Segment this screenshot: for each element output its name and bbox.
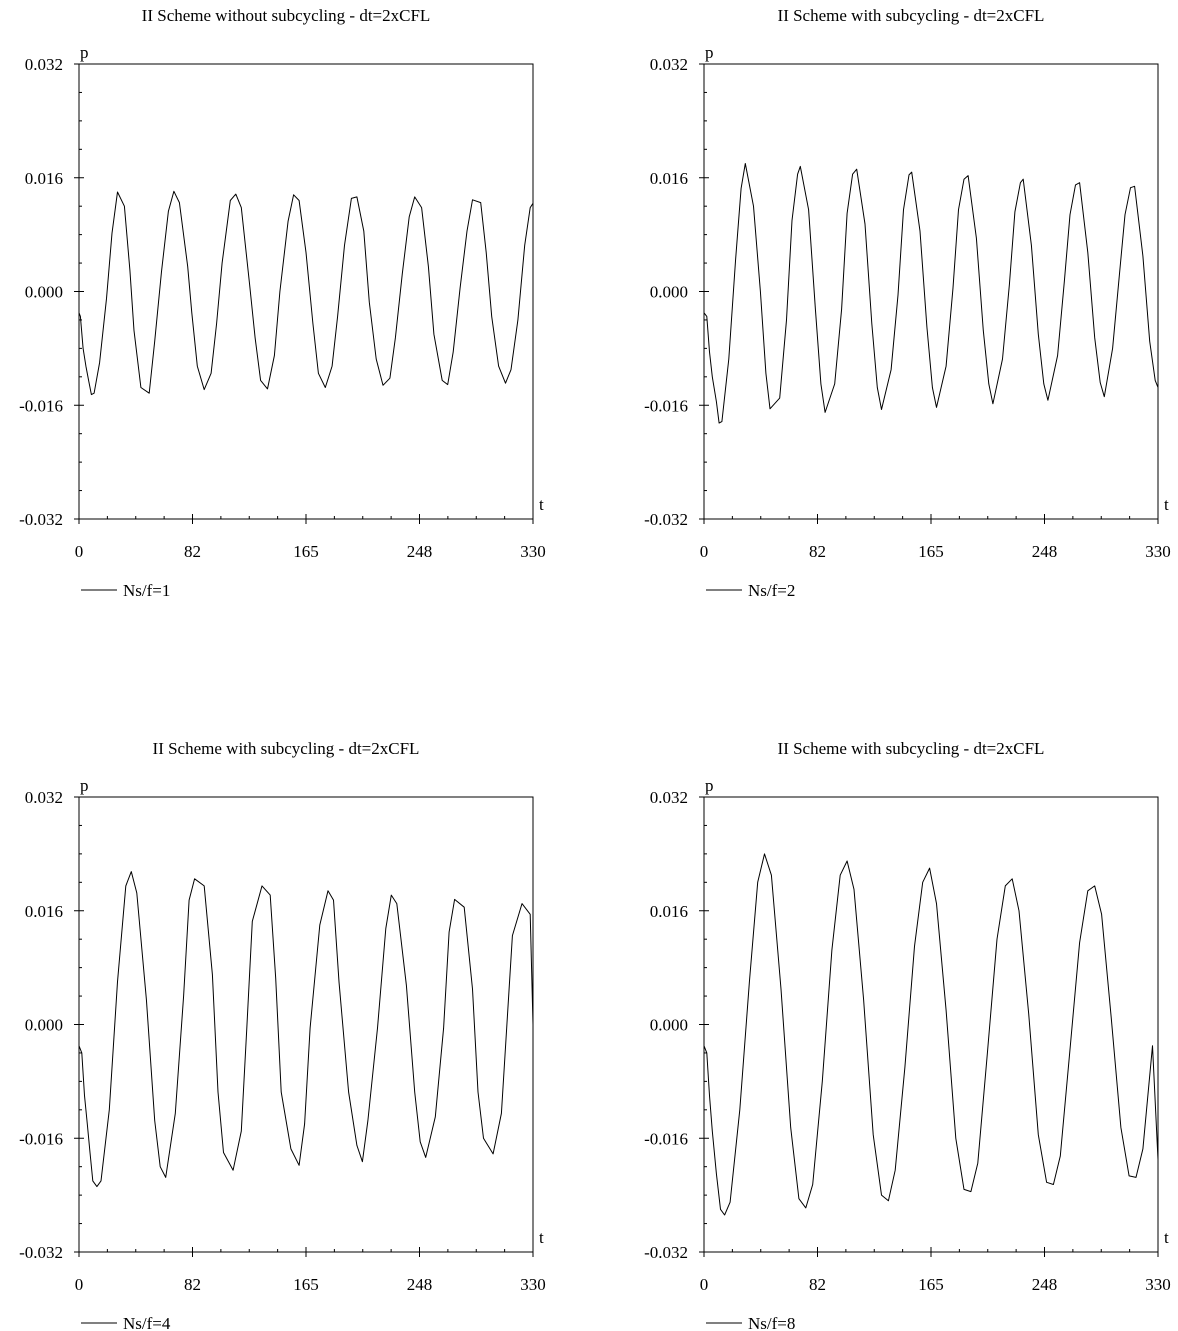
legend-label: Ns/f=2 bbox=[748, 581, 795, 600]
y-tick-label: 0.000 bbox=[25, 1016, 63, 1035]
x-tick-label: 0 bbox=[75, 1275, 84, 1294]
y-tick-label: 0.016 bbox=[650, 169, 688, 188]
x-tick-label: 248 bbox=[407, 542, 433, 561]
x-tick-label: 82 bbox=[809, 542, 826, 561]
y-tick-label: 0.000 bbox=[25, 283, 63, 302]
y-tick-label: 0.000 bbox=[650, 283, 688, 302]
x-tick-label: 0 bbox=[75, 542, 84, 561]
y-axis-label: p bbox=[705, 43, 714, 62]
chart-panel-4: II Scheme with subcycling - dt=2xCFL -0.0… bbox=[644, 739, 1171, 1331]
plot-frame bbox=[703, 796, 1159, 1253]
y-axis-label: p bbox=[80, 776, 89, 795]
x-axis-label: t bbox=[539, 1228, 544, 1247]
y-tick-label: -0.016 bbox=[19, 396, 63, 415]
y-tick-label: 0.016 bbox=[650, 902, 688, 921]
y-tick-label: 0.032 bbox=[650, 55, 688, 74]
chart-title: II Scheme without subcycling - dt=2xCFL bbox=[142, 6, 431, 25]
x-tick-label: 330 bbox=[520, 542, 546, 561]
x-tick-label: 248 bbox=[1032, 1275, 1058, 1294]
plot-frame bbox=[703, 63, 1159, 520]
y-tick-label: 0.032 bbox=[25, 788, 63, 807]
plot-frame bbox=[78, 796, 534, 1253]
x-tick-label: 248 bbox=[407, 1275, 433, 1294]
x-tick-label: 0 bbox=[700, 542, 709, 561]
x-tick-label: 82 bbox=[184, 1275, 201, 1294]
x-tick-label: 165 bbox=[918, 1275, 944, 1294]
chart-title: II Scheme with subcycling - dt=2xCFL bbox=[153, 739, 420, 758]
chart-title: II Scheme with subcycling - dt=2xCFL bbox=[778, 6, 1045, 25]
series-line bbox=[703, 853, 1159, 1216]
y-tick-label: 0.032 bbox=[650, 788, 688, 807]
y-tick-label: -0.032 bbox=[644, 1243, 688, 1262]
series-line bbox=[78, 190, 534, 396]
y-tick-label: -0.016 bbox=[644, 1129, 688, 1148]
legend-label: Ns/f=1 bbox=[123, 581, 170, 600]
y-tick-label: -0.032 bbox=[19, 1243, 63, 1262]
legend-label: Ns/f=4 bbox=[123, 1314, 171, 1331]
y-tick-label: -0.016 bbox=[19, 1129, 63, 1148]
y-tick-label: 0.016 bbox=[25, 902, 63, 921]
y-tick-label: -0.032 bbox=[19, 510, 63, 529]
y-axis-label: p bbox=[80, 43, 89, 62]
chart-panel-3: II Scheme with subcycling - dt=2xCFL -0.0… bbox=[19, 739, 546, 1331]
x-axis-label: t bbox=[539, 495, 544, 514]
x-tick-label: 248 bbox=[1032, 542, 1058, 561]
chart-panel-2: II Scheme with subcycling - dt=2xCFL -0.0… bbox=[644, 6, 1171, 600]
chart-panel-1: II Scheme without subcycling - dt=2xCFL -… bbox=[19, 6, 546, 600]
x-axis-label: t bbox=[1164, 1228, 1169, 1247]
legend-label: Ns/f=8 bbox=[748, 1314, 795, 1331]
x-tick-label: 165 bbox=[293, 1275, 319, 1294]
y-tick-label: -0.016 bbox=[644, 396, 688, 415]
y-axis-label: p bbox=[705, 776, 714, 795]
y-tick-label: 0.000 bbox=[650, 1016, 688, 1035]
y-tick-label: -0.032 bbox=[644, 510, 688, 529]
y-tick-label: 0.032 bbox=[25, 55, 63, 74]
x-tick-label: 165 bbox=[293, 542, 319, 561]
plot-frame bbox=[78, 63, 534, 520]
x-tick-label: 330 bbox=[1145, 542, 1171, 561]
x-tick-label: 0 bbox=[700, 1275, 709, 1294]
chart-title: II Scheme with subcycling - dt=2xCFL bbox=[778, 739, 1045, 758]
series-line bbox=[78, 871, 534, 1188]
x-tick-label: 165 bbox=[918, 542, 944, 561]
x-tick-label: 82 bbox=[184, 542, 201, 561]
series-line bbox=[703, 163, 1159, 424]
x-tick-label: 330 bbox=[1145, 1275, 1171, 1294]
x-tick-label: 330 bbox=[520, 1275, 546, 1294]
x-axis-label: t bbox=[1164, 495, 1169, 514]
x-tick-label: 82 bbox=[809, 1275, 826, 1294]
y-tick-label: 0.016 bbox=[25, 169, 63, 188]
